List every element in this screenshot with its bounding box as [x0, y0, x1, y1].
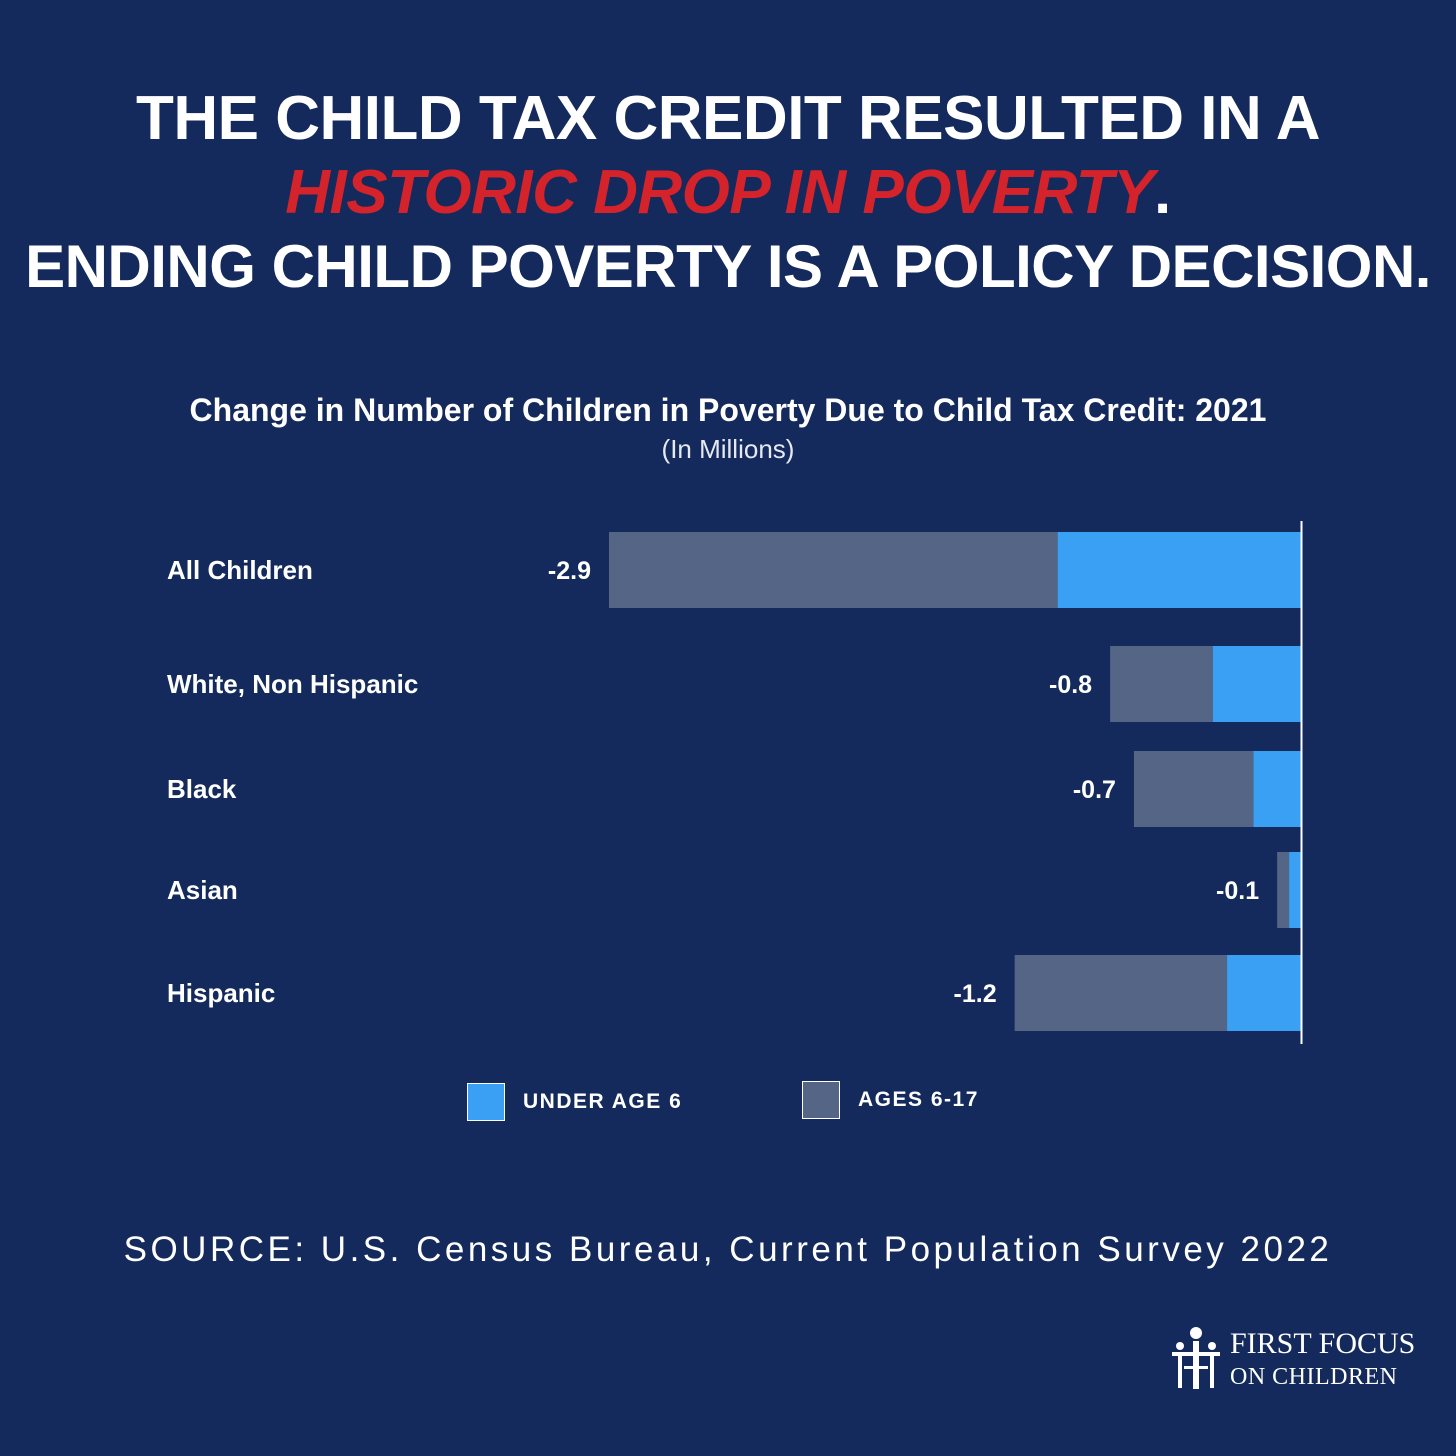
legend-swatch-under-6: [467, 1083, 505, 1121]
legend-label-under-6: UNDER AGE 6: [523, 1090, 683, 1113]
logo-line-1: FIRST FOCUS: [1230, 1327, 1416, 1360]
category-label-2: Black: [167, 774, 237, 804]
bar-ages-6-17-2: [1133, 751, 1254, 827]
bar-under-6-2: [1253, 751, 1301, 827]
headline-highlight: HISTORIC DROP IN POVERTY: [285, 158, 1155, 227]
headline-line-1: THE CHILD TAX CREDIT RESULTED IN A: [136, 84, 1320, 153]
bar-ages-6-17-4: [1014, 955, 1228, 1031]
logo-line-2: ON CHILDREN: [1230, 1364, 1398, 1390]
category-label-0: All Children: [167, 555, 313, 585]
source-note: SOURCE: U.S. Census Bureau, Current Popu…: [123, 1230, 1333, 1269]
family-figures-icon: [1172, 1327, 1220, 1389]
category-label-1: White, Non Hispanic: [167, 669, 418, 699]
legend-item-under-6: UNDER AGE 6: [467, 1083, 682, 1121]
chart-subtitle: (In Millions): [661, 434, 795, 464]
bar-ages-6-17-1: [1110, 646, 1213, 722]
chart-title: Change in Number of Children in Poverty …: [189, 392, 1267, 428]
value-label-3: -0.1: [1216, 877, 1259, 905]
bar-ages-6-17-0: [609, 532, 1058, 608]
headline-line-2: HISTORIC DROP IN POVERTY.: [0, 156, 1456, 230]
value-label-2: -0.7: [1073, 776, 1116, 804]
bar-under-6-0: [1057, 532, 1301, 608]
value-label-4: -1.2: [954, 980, 997, 1008]
category-label-4: Hispanic: [167, 978, 275, 1008]
bar-under-6-4: [1227, 955, 1301, 1031]
headline-line-3: ENDING CHILD POVERTY IS A POLICY DECISIO…: [25, 233, 1431, 300]
bar-under-6-3: [1289, 852, 1301, 928]
headline-period: .: [1154, 158, 1171, 227]
bar-ages-6-17-3: [1277, 852, 1290, 928]
legend-swatch-ages-6-17: [802, 1081, 840, 1119]
value-label-0: -2.9: [548, 557, 591, 585]
category-label-3: Asian: [167, 875, 238, 905]
value-label-1: -0.8: [1049, 671, 1092, 699]
bar-under-6-1: [1212, 646, 1301, 722]
legend-label-ages-6-17: AGES 6-17: [858, 1088, 979, 1111]
legend-item-ages-6-17: AGES 6-17: [802, 1081, 979, 1119]
logo-text: FIRST FOCUS ON CHILDREN: [1230, 1327, 1416, 1390]
headline: THE CHILD TAX CREDIT RESULTED IN A HISTO…: [0, 82, 1456, 304]
first-focus-logo: FIRST FOCUS ON CHILDREN: [1170, 1326, 1415, 1392]
